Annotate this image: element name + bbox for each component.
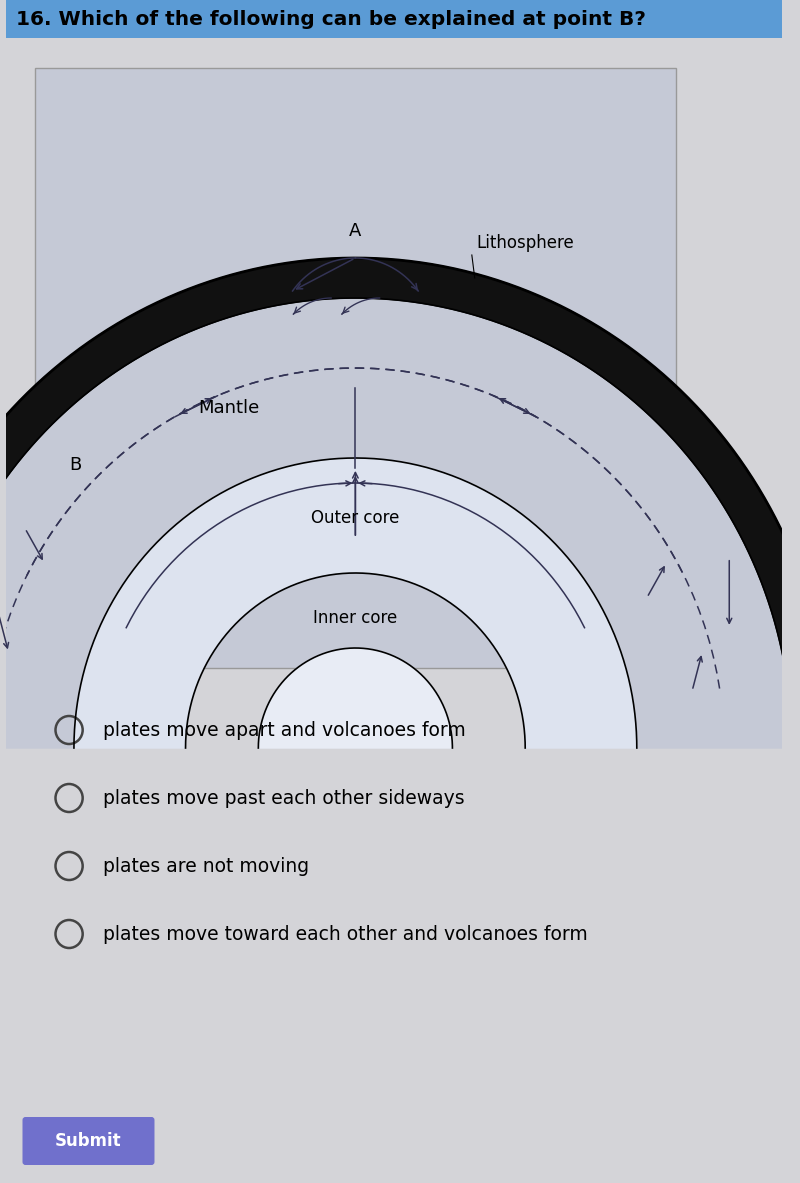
- Polygon shape: [0, 258, 800, 748]
- Text: Outer core: Outer core: [311, 509, 399, 526]
- Text: A: A: [349, 222, 362, 240]
- Text: plates are not moving: plates are not moving: [103, 856, 309, 875]
- Polygon shape: [74, 458, 637, 748]
- Text: 16. Which of the following can be explained at point B?: 16. Which of the following can be explai…: [16, 9, 646, 28]
- Text: B: B: [69, 455, 82, 474]
- Text: plates move apart and volcanoes form: plates move apart and volcanoes form: [103, 720, 466, 739]
- Polygon shape: [258, 648, 453, 748]
- Text: plates move past each other sideways: plates move past each other sideways: [103, 789, 465, 808]
- Text: Lithosphere: Lithosphere: [477, 234, 574, 252]
- Text: plates move toward each other and volcanoes form: plates move toward each other and volcan…: [103, 924, 588, 944]
- Polygon shape: [0, 298, 792, 748]
- Bar: [6, 0, 782, 38]
- Text: Submit: Submit: [55, 1132, 122, 1150]
- FancyBboxPatch shape: [22, 1117, 154, 1165]
- Text: Mantle: Mantle: [198, 399, 260, 416]
- Bar: [35, 67, 676, 668]
- Text: Inner core: Inner core: [314, 609, 398, 627]
